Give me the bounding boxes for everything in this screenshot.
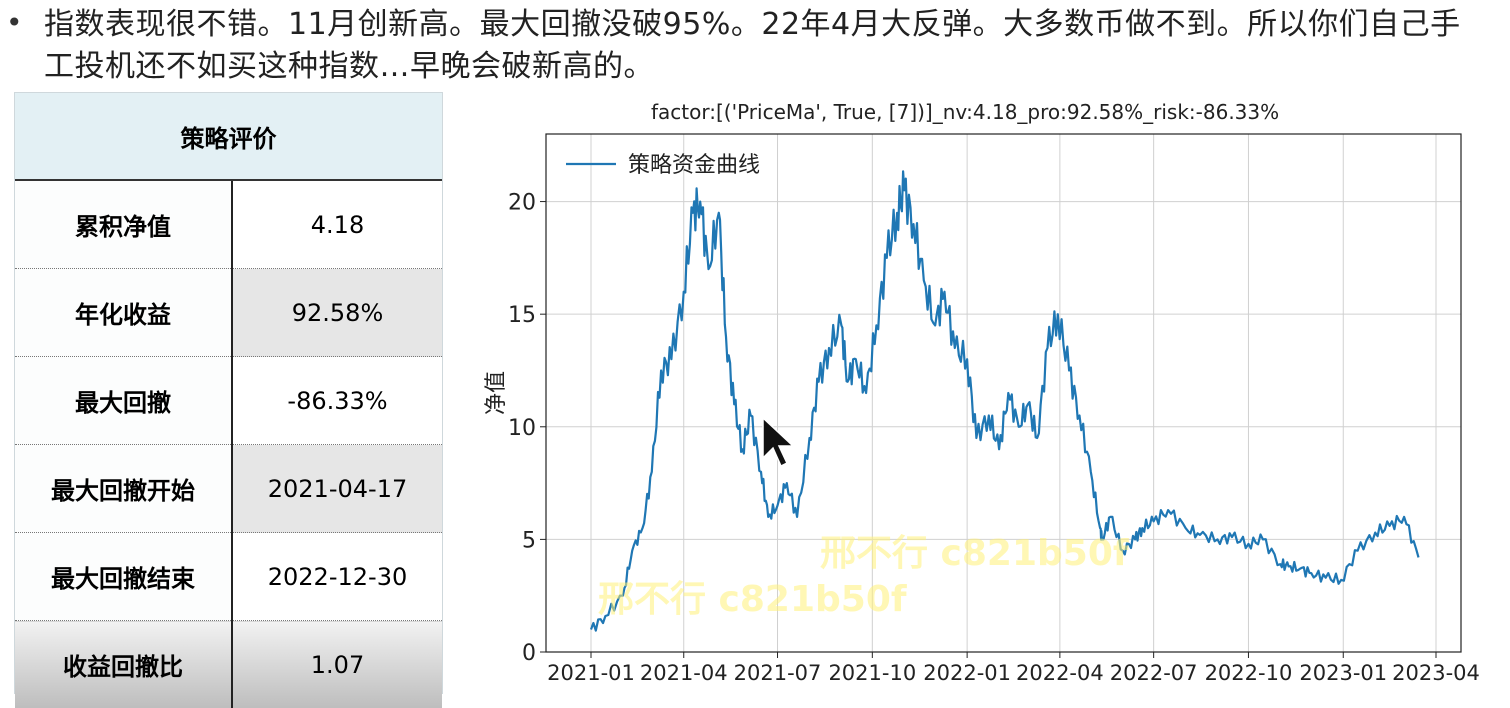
x-tick-label: 2022-07 [1110,661,1198,685]
strategy-evaluation-table: 策略评价 累积净值 4.18 年化收益 92.58% 最大回撤 -86.33% … [14,92,443,694]
y-tick-label: 15 [508,303,536,328]
legend-entry: 策略资金曲线 [628,153,760,178]
bullet-dot: • [6,6,23,39]
x-tick-label: 2021-04 [640,661,728,685]
table-row: 收益回撤比 1.07 [15,621,442,708]
row-value: 1.07 [232,621,442,708]
watermark: 邢不行 c821b50f [820,524,1129,576]
row-label: 累积净值 [15,180,232,269]
x-tick-label: 2022-01 [923,661,1011,685]
row-label: 年化收益 [15,269,232,357]
watermark: 邢不行 c821b50f [598,570,907,622]
table-row: 最大回撤 -86.33% [15,357,442,445]
table-row: 年化收益 92.58% [15,269,442,357]
chart-title: factor:[('PriceMa', True, [7])]_nv:4.18_… [651,100,1279,124]
row-value: 2021-04-17 [232,445,442,533]
row-value: 92.58% [232,269,442,357]
y-tick-label: 10 [508,416,536,441]
x-tick-label: 2022-04 [1016,661,1104,685]
table-row: 最大回撤开始 2021-04-17 [15,445,442,533]
row-label: 最大回撤开始 [15,445,232,533]
row-value: -86.33% [232,357,442,445]
x-tick-label: 2022-10 [1205,661,1293,685]
table-header: 策略评价 [15,93,442,180]
y-tick-label: 0 [522,641,536,666]
row-label: 最大回撤 [15,357,232,445]
table-row: 最大回撤结束 2022-12-30 [15,533,442,621]
y-tick-label: 20 [508,191,536,216]
row-label: 最大回撤结束 [15,533,232,621]
x-tick-label: 2021-07 [734,661,822,685]
y-tick-label: 5 [522,528,536,553]
row-value: 2022-12-30 [232,533,442,621]
table-row: 累积净值 4.18 [15,180,442,269]
y-axis-label: 净值 [484,371,509,415]
bullet-text: 指数表现很不错。11月创新高。最大回撤没破95%。22年4月大反弹。大多数币做不… [44,4,1484,88]
x-tick-label: 2023-01 [1299,661,1387,685]
x-tick-label: 2023-04 [1392,661,1480,685]
x-tick-label: 2021-10 [828,661,916,685]
row-label: 收益回撤比 [15,621,232,708]
row-value: 4.18 [232,180,442,269]
bullet-note: • 指数表现很不错。11月创新高。最大回撤没破95%。22年4月大反弹。大多数币… [0,0,1510,92]
x-tick-label: 2021-01 [547,661,635,685]
